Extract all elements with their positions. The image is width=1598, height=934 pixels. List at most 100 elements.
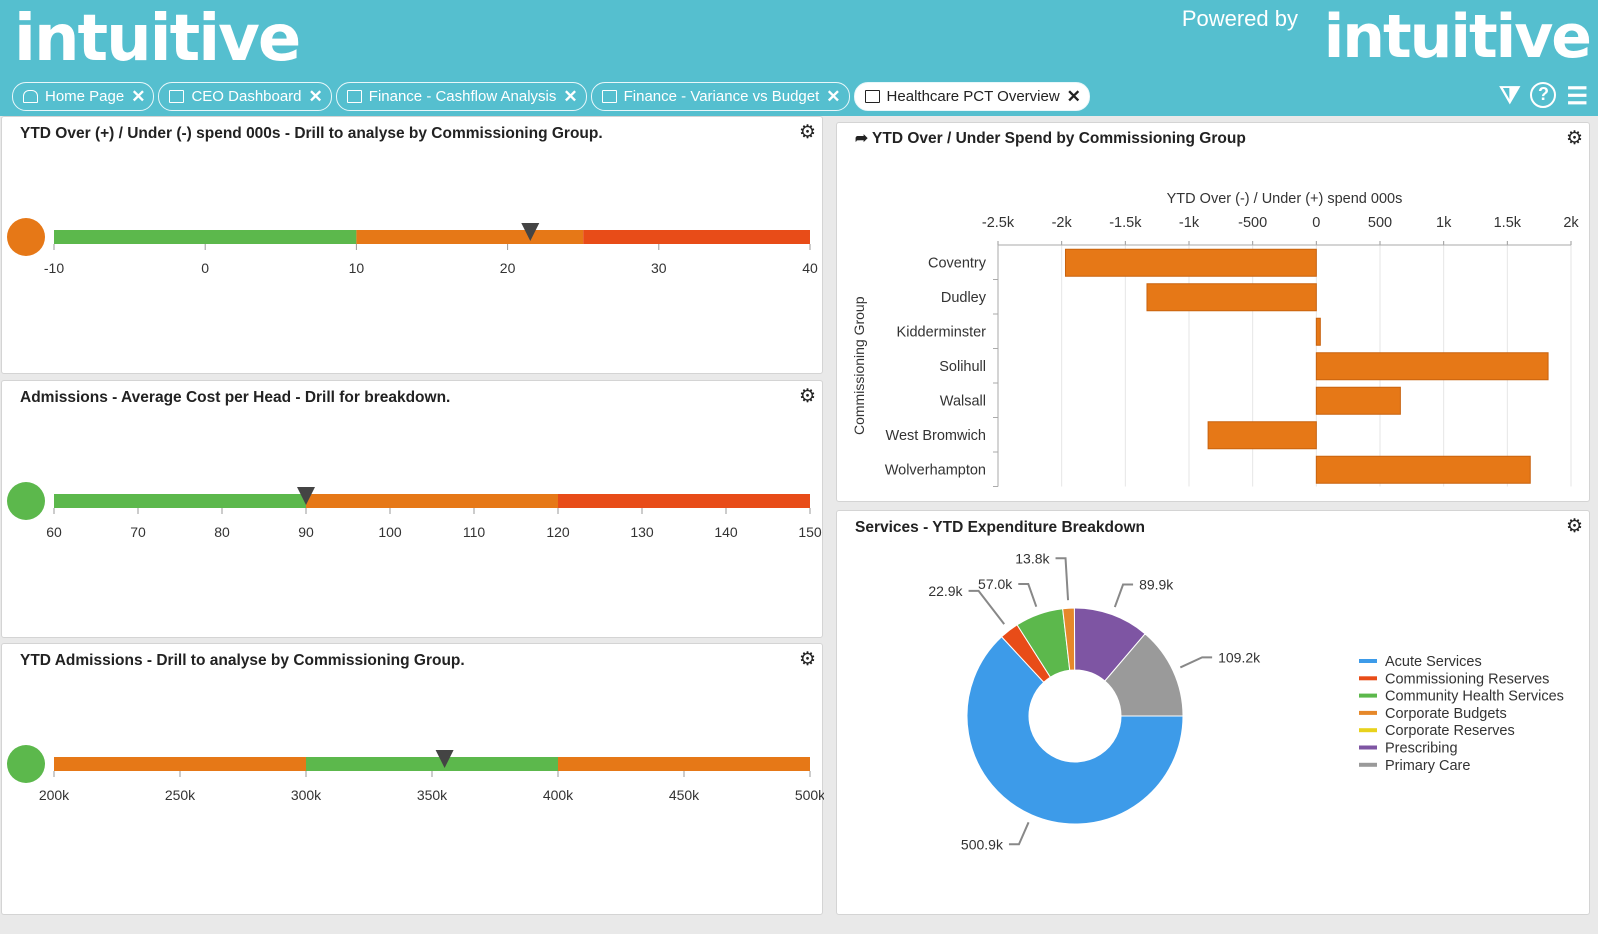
gauge-tick-label: 70: [130, 524, 146, 540]
gauge-band: [306, 757, 558, 771]
gear-icon[interactable]: ⚙: [1565, 516, 1583, 537]
x-tick-label: 1k: [1436, 215, 1452, 231]
close-tab-icon[interactable]: ✕: [826, 86, 841, 106]
gauge-tick-label: 30: [651, 260, 667, 276]
gauge-band: [54, 230, 357, 244]
tab-bar: Home Page ✕ CEO Dashboard ✕ Finance - Cashfl…: [12, 82, 1090, 111]
gear-icon[interactable]: ⚙: [1565, 128, 1583, 149]
gauge-tick-label: 20: [500, 260, 516, 276]
gauge-tick-label: 90: [298, 524, 314, 540]
legend-item[interactable]: Community Health Services: [1385, 689, 1564, 705]
bar-west-bromwich[interactable]: [1207, 421, 1317, 450]
drill-arrow-icon[interactable]: ➦: [855, 130, 868, 147]
home-icon: [23, 90, 38, 103]
tab-ceo-dashboard[interactable]: CEO Dashboard ✕: [158, 82, 332, 111]
gauge-tick-label: 60: [46, 524, 62, 540]
gauge-chart: 200k 250k 300k 350k 400k 450k 500k: [7, 745, 824, 803]
legend-item[interactable]: Acute Services: [1385, 654, 1482, 670]
gear-icon[interactable]: ⚙: [798, 122, 816, 143]
donut-chart-title: Services - YTD Expenditure Breakdown: [855, 519, 1146, 536]
gauge-band: [54, 494, 306, 508]
x-tick-label: 2k: [1563, 215, 1579, 231]
legend-item[interactable]: Corporate Reserves: [1385, 723, 1515, 739]
y-tick-label: Walsall: [940, 393, 986, 409]
folder-icon: [169, 90, 185, 103]
gauge-tick-label: 120: [546, 524, 570, 540]
gauge-band: [306, 494, 558, 508]
gauge-tick-label: 500k: [795, 787, 824, 803]
folder-icon: [864, 90, 880, 103]
label-connector: [968, 589, 1005, 625]
status-indicator: [7, 745, 45, 783]
bar-wolverhampton[interactable]: [1315, 455, 1531, 484]
gauge-pointer: [435, 750, 454, 768]
gauge-band: [356, 230, 584, 244]
filter-icon[interactable]: ⧩: [1499, 82, 1521, 109]
y-tick-label: Solihull: [939, 359, 986, 375]
gauge-band: [583, 230, 810, 244]
close-tab-icon[interactable]: ✕: [563, 86, 578, 106]
y-tick-label: Wolverhampton: [885, 462, 986, 478]
gauge-title: YTD Over (+) / Under (-) spend 000s - Dr…: [20, 125, 603, 142]
x-tick-label: -1.5k: [1109, 215, 1142, 231]
status-indicator: [7, 218, 45, 256]
slice-primary-care[interactable]: [1104, 633, 1184, 717]
gauge-panel-ytd-spend[interactable]: YTD Over (+) / Under (-) spend 000s - Dr…: [1, 116, 823, 374]
x-tick-label: -500: [1238, 215, 1267, 231]
legend-item[interactable]: Prescribing: [1385, 741, 1458, 757]
legend-swatch: [1359, 659, 1377, 663]
gauge-panel-admissions-cost[interactable]: Admissions - Average Cost per Head - Dri…: [1, 380, 823, 638]
gauge-tick-label: 10: [349, 260, 365, 276]
gear-icon[interactable]: ⚙: [798, 649, 816, 670]
app-header: intuitive Powered by intuitive Home Page…: [0, 0, 1598, 116]
legend-item[interactable]: Commissioning Reserves: [1385, 671, 1549, 687]
gauge-tick-label: -10: [44, 260, 64, 276]
x-tick-label: -1k: [1179, 215, 1200, 231]
legend-swatch: [1359, 676, 1377, 681]
bar-dudley[interactable]: [1146, 283, 1317, 312]
close-tab-icon[interactable]: ✕: [131, 86, 146, 106]
gauge-tick-label: 250k: [165, 787, 196, 803]
tab-finance-variance-vs-budget[interactable]: Finance - Variance vs Budget ✕: [590, 82, 850, 111]
y-axis-label: Commissioning Group: [851, 296, 867, 435]
bar-chart-panel: ➦ YTD Over / Under Spend by Commissionin…: [836, 122, 1590, 502]
tab-label: CEO Dashboard: [191, 88, 302, 105]
gauge-tick-label: 140: [714, 524, 738, 540]
gauge-panel-ytd-admissions[interactable]: YTD Admissions - Drill to analyse by Com…: [1, 643, 824, 915]
status-indicator: [7, 482, 45, 520]
bar-kidderminster[interactable]: [1315, 317, 1321, 346]
data-label: 22.9k: [928, 583, 963, 599]
legend-item[interactable]: Primary Care: [1385, 758, 1470, 774]
help-icon[interactable]: ?: [1530, 82, 1557, 108]
label-connector: [1055, 557, 1070, 601]
close-tab-icon[interactable]: ✕: [308, 86, 323, 106]
gauge-tick-label: 400k: [543, 787, 574, 803]
tab-finance-cashflow-analysis[interactable]: Finance - Cashflow Analysis ✕: [335, 82, 587, 111]
x-axis-label: YTD Over (-) / Under (+) spend 000s: [1167, 191, 1403, 207]
data-label: 500.9k: [961, 836, 1004, 852]
intuitive-logo: intuitive: [14, 2, 301, 76]
gear-icon[interactable]: ⚙: [798, 386, 816, 407]
gauge-tick-label: 300k: [291, 787, 322, 803]
y-tick-label: Dudley: [941, 290, 987, 306]
data-label: 109.2k: [1218, 649, 1261, 665]
bar-solihull[interactable]: [1315, 352, 1549, 381]
bar-coventry[interactable]: [1064, 248, 1317, 277]
close-tab-icon[interactable]: ✕: [1066, 86, 1081, 106]
label-connector: [1018, 583, 1038, 607]
data-label: 57.0k: [978, 576, 1013, 592]
slice-acute-services[interactable]: [966, 636, 1184, 825]
x-tick-label: -2.5k: [982, 215, 1015, 231]
gauge-chart: 60 70 80 90 100 110 120 130 140 150: [7, 482, 822, 540]
tab-home-page[interactable]: Home Page ✕: [12, 82, 155, 111]
legend-item[interactable]: Corporate Budgets: [1385, 706, 1507, 722]
gauge-pointer: [297, 487, 315, 505]
tab-label: Finance - Cashflow Analysis: [368, 88, 557, 105]
data-label: 13.8k: [1015, 550, 1050, 566]
bar-walsall[interactable]: [1315, 386, 1401, 415]
menu-icon[interactable]: ☰: [1566, 83, 1588, 110]
y-tick-label: Kidderminster: [897, 324, 987, 340]
legend-swatch: [1359, 728, 1377, 733]
tab-healthcare-pct-overview[interactable]: Healthcare PCT Overview ✕: [853, 82, 1090, 111]
donut-chart-panel: Services - YTD Expenditure Breakdown ⚙ 5…: [836, 510, 1590, 915]
